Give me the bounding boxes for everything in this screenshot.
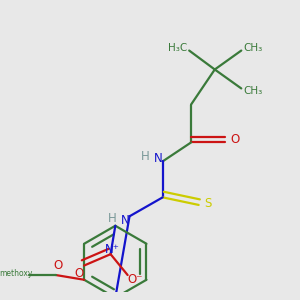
Text: H₃C: H₃C xyxy=(168,43,188,53)
Text: O⁻: O⁻ xyxy=(128,273,143,286)
Text: N: N xyxy=(154,152,162,165)
Text: O: O xyxy=(53,259,62,272)
Text: O: O xyxy=(230,133,239,146)
Text: CH₃: CH₃ xyxy=(243,86,262,96)
Text: H: H xyxy=(108,212,117,225)
Text: N⁺: N⁺ xyxy=(105,243,120,256)
Text: S: S xyxy=(204,197,212,211)
Text: CH₃: CH₃ xyxy=(243,43,262,53)
Text: methoxy: methoxy xyxy=(0,268,33,278)
Text: H: H xyxy=(141,150,150,163)
Text: O: O xyxy=(75,267,84,280)
Text: N: N xyxy=(120,214,129,226)
